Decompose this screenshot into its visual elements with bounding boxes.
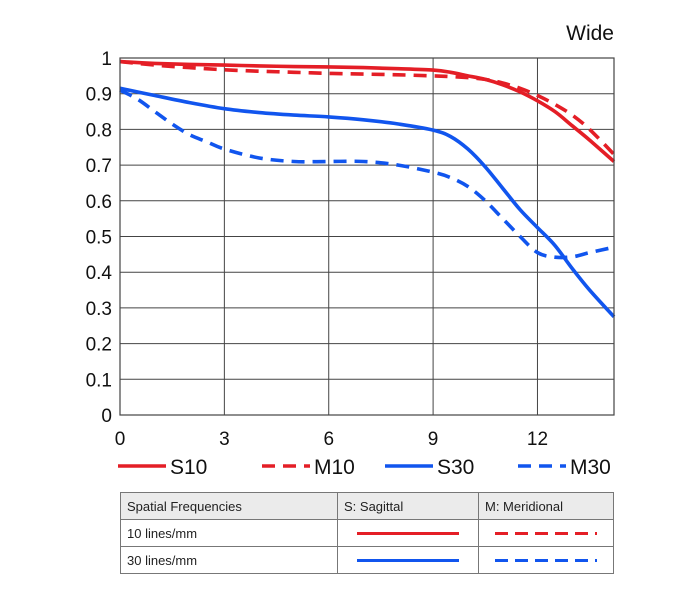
sagittal-10-line-sample [357,531,459,535]
x-tick-label: 9 [428,429,439,450]
legend: S10 M10 S30 M30 [118,456,611,479]
x-tick-label: 0 [115,429,126,450]
table-row: 10 lines/mm [120,519,614,547]
header-sagittal: S: Sagittal [337,492,479,520]
sample-cell [478,546,614,574]
y-tick-label: 0.4 [86,263,113,284]
sample-cell [337,519,479,547]
y-tick-label: 0.9 [86,85,112,106]
meridional-10-line-sample [495,531,597,535]
x-tick-label: 6 [323,429,334,450]
y-tick-label: 0.2 [86,335,112,356]
legend-label-m30: M30 [570,456,611,479]
y-tick-label: 0.1 [86,370,112,391]
x-tick-label: 3 [219,429,230,450]
series-line-m30 [119,88,615,260]
series-line-s30 [119,86,616,319]
grid-layer [119,57,614,416]
y-tick-label: 0.8 [86,120,112,141]
table-header-row: Spatial Frequencies S: Sagittal M: Merid… [120,492,614,520]
y-tick-label: 0.5 [86,228,112,249]
spatial-frequency-table: Spatial Frequencies S: Sagittal M: Merid… [120,492,614,574]
header-spatial-frequencies: Spatial Frequencies [120,492,338,520]
y-tick-label: 0 [101,406,112,427]
tick-layer: 0 3 6 9 12 0 0.1 0.2 0.3 0.4 0.5 0.6 0.7 0.8 0.9 1 [86,49,548,450]
sagittal-30-line-sample [357,558,459,562]
meridional-30-line-sample [495,558,597,562]
header-meridional: M: Meridional [478,492,614,520]
y-tick-label: 0.3 [86,299,112,320]
sample-cell [337,546,479,574]
y-tick-label: 1 [101,49,112,70]
series-line-m10 [119,59,616,156]
sample-cell [478,519,614,547]
legend-label-s10: S10 [170,456,207,479]
y-tick-label: 0.6 [86,192,112,213]
plot-frame [119,57,615,416]
table-row: 30 lines/mm [120,546,614,574]
y-tick-label: 0.7 [86,156,112,177]
x-tick-label: 12 [527,429,548,450]
legend-label-m10: M10 [314,456,355,479]
chart-title: Wide [566,22,614,45]
series-layer [119,59,616,319]
series-line-s10 [119,59,616,163]
legend-label-s30: S30 [437,456,474,479]
row-label-30: 30 lines/mm [120,546,338,574]
row-label-10: 10 lines/mm [120,519,338,547]
